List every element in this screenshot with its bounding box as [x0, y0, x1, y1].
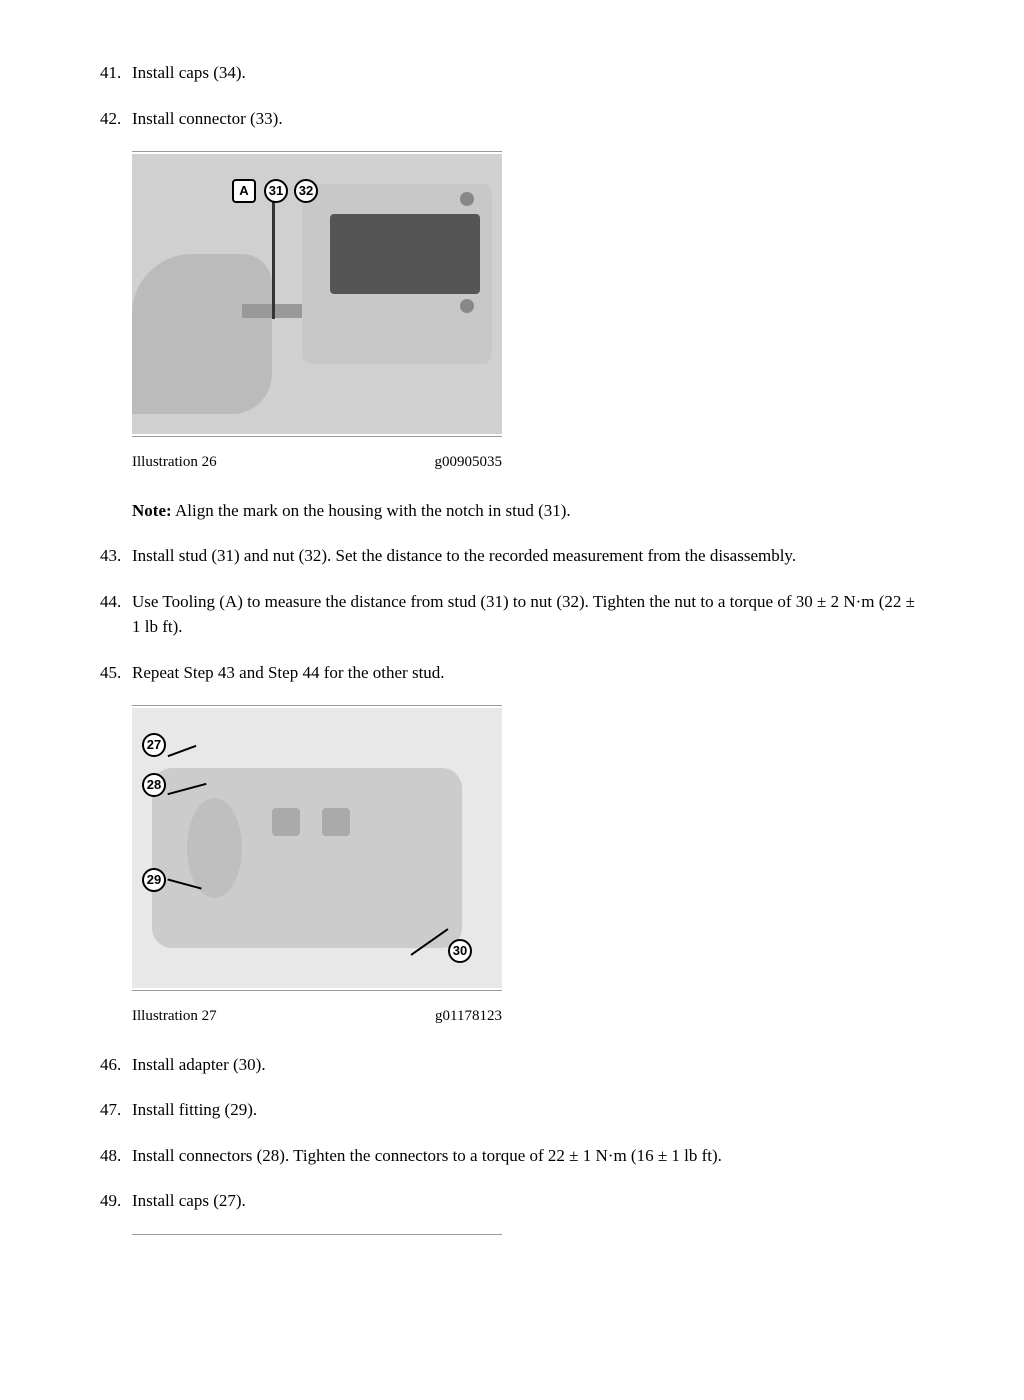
callout-30: 30 [448, 939, 472, 963]
step-text: Install adapter (30). [132, 1055, 266, 1074]
step-text: Install fitting (29). [132, 1100, 257, 1119]
bolt-shape [272, 808, 300, 836]
illustration-ref: g01178123 [435, 1005, 502, 1028]
note-label: Note: [132, 501, 172, 520]
illustration-caption: Illustration 26 g00905035 [132, 451, 502, 474]
illustration-ref: g00905035 [435, 451, 503, 474]
step-number: 47. [100, 1097, 121, 1123]
illustration-label: Illustration 27 [132, 1005, 217, 1028]
divider [132, 1234, 502, 1235]
step-46: 46. Install adapter (30). [100, 1052, 924, 1078]
callout-28: 28 [142, 773, 166, 797]
step-text: Install connectors (28). Tighten the con… [132, 1146, 722, 1165]
callout-a: A [232, 179, 256, 203]
step-number: 43. [100, 543, 121, 569]
illustration-label: Illustration 26 [132, 451, 217, 474]
step-44: 44. Use Tooling (A) to measure the dista… [100, 589, 924, 640]
divider [132, 436, 502, 437]
pointer-line [272, 199, 275, 319]
divider [132, 990, 502, 991]
step-47: 47. Install fitting (29). [100, 1097, 924, 1123]
step-41: 41. Install caps (34). [100, 60, 924, 86]
hand-shape [132, 254, 272, 414]
cylinder-shape [187, 798, 242, 898]
bolt-shape [322, 808, 350, 836]
divider [132, 151, 502, 152]
callout-31: 31 [264, 179, 288, 203]
callout-29: 29 [142, 868, 166, 892]
step-number: 41. [100, 60, 121, 86]
step-list: 41. Install caps (34). 42. Install conne… [100, 60, 924, 131]
step-list: 43. Install stud (31) and nut (32). Set … [100, 543, 924, 685]
pointer-line [168, 745, 197, 757]
illustration-27-block: 27 28 29 30 Illustration 27 g01178123 [132, 705, 502, 1028]
step-number: 48. [100, 1143, 121, 1169]
note-text: Align the mark on the housing with the n… [172, 501, 571, 520]
step-number: 42. [100, 106, 121, 132]
illustration-26-image: A 31 32 [132, 154, 502, 434]
divider [132, 705, 502, 706]
step-49: 49. Install caps (27). [100, 1188, 924, 1214]
nameplate-shape [330, 214, 480, 294]
step-list: 46. Install adapter (30). 47. Install fi… [100, 1052, 924, 1214]
step-text: Install stud (31) and nut (32). Set the … [132, 546, 796, 565]
note-block: Note: Align the mark on the housing with… [132, 498, 924, 524]
step-45: 45. Repeat Step 43 and Step 44 for the o… [100, 660, 924, 686]
step-text: Install caps (27). [132, 1191, 246, 1210]
callout-32: 32 [294, 179, 318, 203]
bolt-shape [460, 192, 474, 206]
illustration-26-block: A 31 32 Illustration 26 g00905035 [132, 151, 502, 474]
step-number: 45. [100, 660, 121, 686]
step-text: Use Tooling (A) to measure the distance … [132, 592, 915, 637]
step-text: Install connector (33). [132, 109, 283, 128]
document-content: 41. Install caps (34). 42. Install conne… [100, 60, 924, 1235]
step-number: 44. [100, 589, 121, 615]
step-text: Install caps (34). [132, 63, 246, 82]
callout-27: 27 [142, 733, 166, 757]
bolt-shape [460, 299, 474, 313]
illustration-caption: Illustration 27 g01178123 [132, 1005, 502, 1028]
step-text: Repeat Step 43 and Step 44 for the other… [132, 663, 445, 682]
step-42: 42. Install connector (33). [100, 106, 924, 132]
step-48: 48. Install connectors (28). Tighten the… [100, 1143, 924, 1169]
final-divider-block [132, 1234, 502, 1235]
step-number: 46. [100, 1052, 121, 1078]
illustration-27-image: 27 28 29 30 [132, 708, 502, 988]
step-43: 43. Install stud (31) and nut (32). Set … [100, 543, 924, 569]
step-number: 49. [100, 1188, 121, 1214]
